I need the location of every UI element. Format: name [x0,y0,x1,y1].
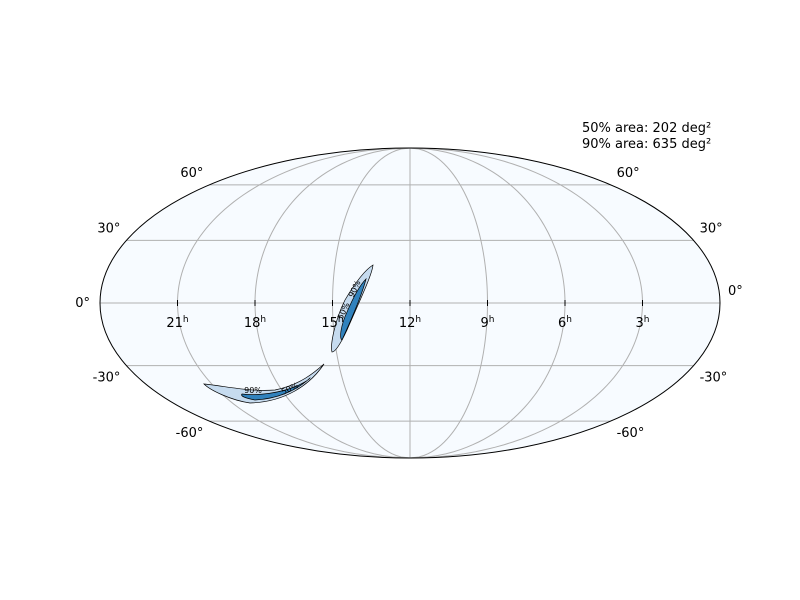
ra-unit: h [260,315,266,325]
dec-tick-label: 0° [75,296,90,311]
credible-regions: 90% 50% 90% 50% [203,264,374,404]
ra-hour: 21 [166,316,183,331]
dec-tick-label: 60° [180,166,203,181]
ra-tick-label: 3h [636,315,650,331]
ra-tick-label: 12h [399,315,421,331]
annotation: 50% area: 202 deg² [582,121,711,136]
dec-tick-label: 30° [700,221,723,236]
ra-hour: 18 [244,316,261,331]
contour-90 [203,363,325,404]
ra-hour: 6 [558,316,566,331]
dec-tick-label: -60° [617,426,645,441]
annotation: 90% area: 635 deg² [582,137,711,152]
contour-label: 90% [244,386,262,395]
dec-tick-label: 60° [617,166,640,181]
ra-unit: h [338,315,344,325]
ra-hour: 3 [636,316,644,331]
ra-hour: 12 [399,316,416,331]
ra-hour: 15 [321,316,338,331]
dec-tick-label: 0° [728,284,743,299]
contour-50 [340,277,367,341]
ra-tick-label: 18h [244,315,266,331]
dec-tick-label: -60° [176,426,204,441]
ra-tick-label: 21h [166,315,188,331]
ra-unit: h [183,315,189,325]
dec-tick-label: -30° [700,371,728,386]
dec-tick-label: -30° [93,371,121,386]
ra-tick-label: 6h [558,315,572,331]
ra-unit: h [566,315,572,325]
ra-unit: h [644,315,650,325]
ra-hour: 9 [481,316,489,331]
ra-unit: h [415,315,421,325]
dec-tick-label: 30° [97,221,120,236]
ra-tick-label: 9h [481,315,495,331]
ra-tick-label: 15h [321,315,343,331]
contour-50 [241,377,311,401]
map-frame [99,147,721,459]
ra-unit: h [489,315,495,325]
